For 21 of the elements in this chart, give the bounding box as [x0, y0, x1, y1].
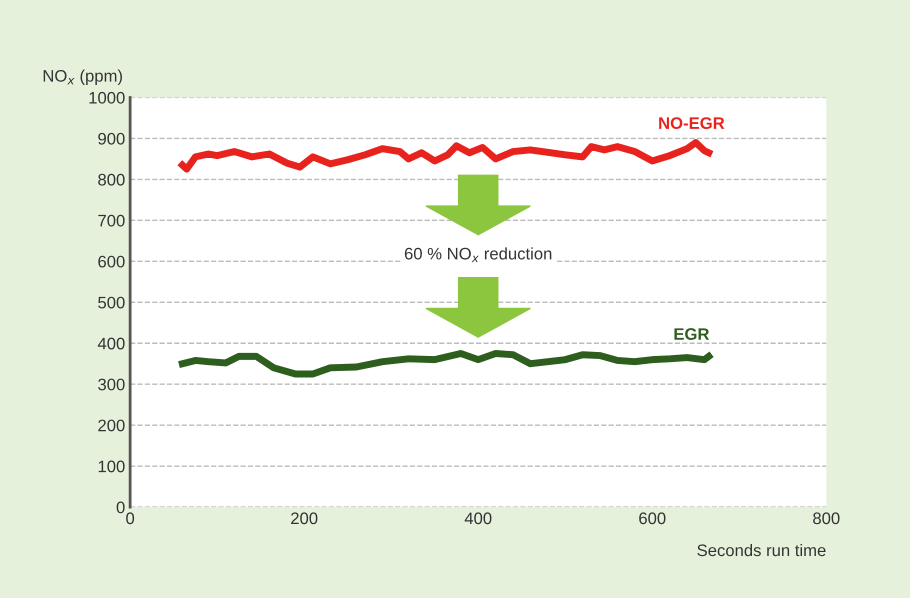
- annotation: 60 % NO$_{x}$ reduction: [404, 247, 552, 262]
- y-tick-label: 1000: [89, 92, 125, 104]
- y-tick-label: 500: [98, 296, 125, 308]
- x-tick-label: 600: [639, 512, 666, 524]
- y-tick-label: 200: [98, 420, 125, 432]
- x-tick-label: 400: [464, 512, 492, 524]
- y-tick-label: 900: [98, 132, 125, 145]
- y-tick-label: 300: [98, 378, 125, 390]
- x-tick-label: 800: [813, 512, 840, 524]
- series-label: EGR: [674, 328, 710, 340]
- x-tick-label: 200: [291, 512, 318, 524]
- y-tick-label: 800: [98, 174, 125, 186]
- x-tick-label: 0: [126, 512, 134, 524]
- series-label: NO-EGR: [659, 117, 724, 129]
- y-tick-label: 700: [98, 214, 125, 227]
- y-tick-label: 600: [98, 256, 125, 268]
- y-tick-label: 100: [98, 460, 125, 472]
- y-tick-label: 400: [98, 338, 125, 350]
- y-axis-title: NO$_{x}$ (ppm): [44, 70, 122, 86]
- y-tick-label: 0: [116, 502, 125, 514]
- x-axis-title: Seconds run time: [697, 544, 826, 556]
